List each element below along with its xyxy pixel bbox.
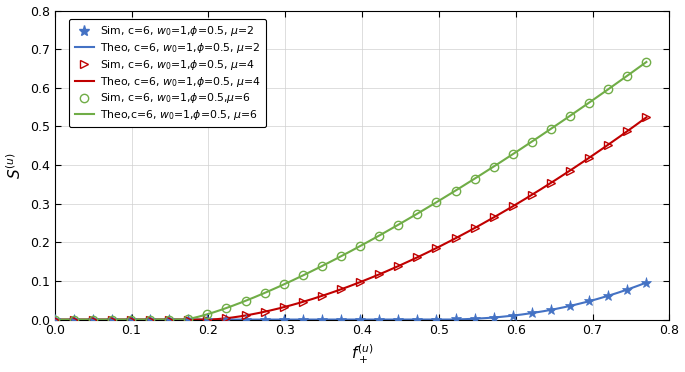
Legend: Sim, c=6, $w_0$=1,$\phi$=0.5, $\mu$=2, Theo, c=6, $w_0$=1,$\phi$=0.5, $\mu$=2, S: Sim, c=6, $w_0$=1,$\phi$=0.5, $\mu$=2, T… bbox=[69, 19, 266, 128]
Y-axis label: $S^{(u)}$: $S^{(u)}$ bbox=[5, 151, 24, 179]
X-axis label: $f_+^{(u)}$: $f_+^{(u)}$ bbox=[351, 343, 373, 366]
